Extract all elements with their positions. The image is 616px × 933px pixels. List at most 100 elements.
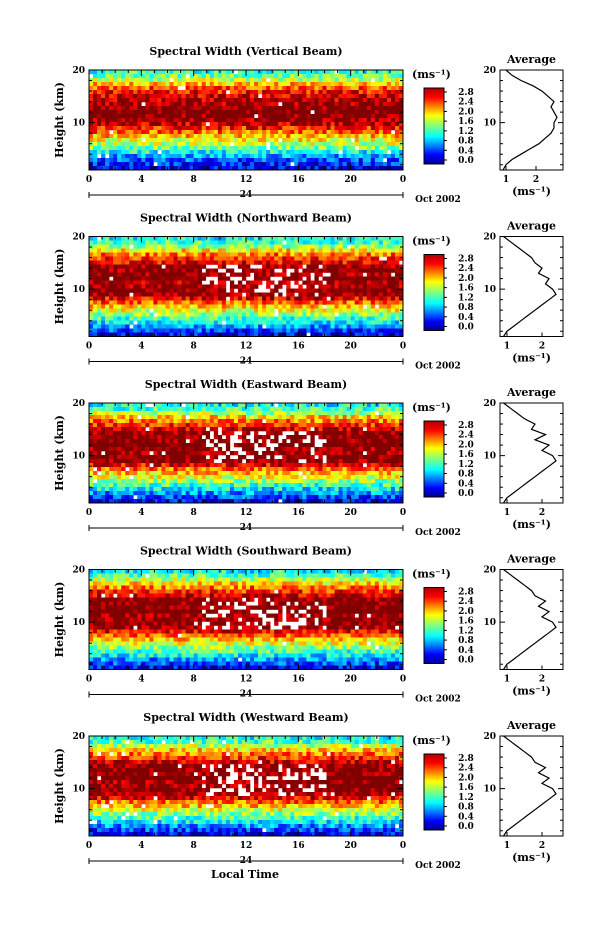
heatmap-cell	[186, 78, 190, 82]
heatmap-cell	[327, 321, 331, 325]
heatmap-cell	[314, 102, 318, 106]
heatmap-cell	[214, 273, 218, 277]
heatmap-cell	[258, 269, 262, 273]
heatmap-cell	[157, 142, 161, 146]
heatmap-cell	[351, 118, 355, 122]
heatmap-cell	[153, 126, 157, 130]
heatmap-cell	[302, 321, 306, 325]
heatmap-cell	[371, 261, 375, 265]
heatmap-cell	[298, 313, 302, 317]
heatmap-cell	[339, 158, 343, 162]
heatmap-cell	[202, 439, 206, 443]
heatmap-cell	[198, 90, 202, 94]
heatmap-cell	[109, 98, 113, 102]
heatmap-cell	[379, 289, 383, 293]
heatmap-cell	[141, 325, 145, 329]
heatmap-cell	[314, 78, 318, 82]
heatmap-cell	[149, 154, 153, 158]
heatmap-cell	[222, 439, 226, 443]
heatmap-cell	[222, 451, 226, 455]
heatmap-cell	[318, 102, 322, 106]
heatmap-cell	[367, 114, 371, 118]
heatmap-cell	[318, 407, 322, 411]
heatmap-cell	[214, 150, 218, 154]
heatmap-cell	[89, 301, 93, 305]
heatmap-cell	[367, 309, 371, 313]
heatmap-cell	[290, 146, 294, 150]
heatmap-cell	[218, 245, 222, 249]
colorbar-tick-label: 2.0	[458, 274, 474, 284]
heatmap-cell	[298, 443, 302, 447]
x-tick-label: 20	[344, 342, 357, 352]
heatmap-cell	[262, 273, 266, 277]
heatmap-cell	[222, 253, 226, 257]
heatmap-cell	[250, 126, 254, 130]
heatmap-cell	[202, 126, 206, 130]
heatmap-cell	[250, 447, 254, 451]
heatmap-cell	[314, 447, 318, 451]
heatmap-cell	[254, 301, 258, 305]
heatmap-cell	[335, 78, 339, 82]
heatmap-cell	[153, 281, 157, 285]
heatmap-cell	[214, 90, 218, 94]
heatmap-cell	[109, 102, 113, 106]
heatmap-cell	[270, 146, 274, 150]
heatmap-cell	[391, 309, 395, 313]
heatmap-cell	[383, 245, 387, 249]
heatmap-cell	[222, 241, 226, 245]
heatmap-cell	[226, 313, 230, 317]
heatmap-cell	[371, 130, 375, 134]
heatmap-cell	[387, 110, 391, 114]
heatmap-cell	[302, 94, 306, 98]
heatmap-cell	[355, 313, 359, 317]
heatmap-cell	[242, 158, 246, 162]
heatmap-cell	[137, 86, 141, 90]
heatmap-cell	[278, 419, 282, 423]
heatmap-cell	[182, 241, 186, 245]
heatmap-cell	[153, 443, 157, 447]
heatmap-cell	[363, 329, 367, 333]
heatmap-cell	[89, 415, 93, 419]
heatmap-cell	[343, 293, 347, 297]
heatmap-cell	[170, 253, 174, 257]
heatmap-cell	[186, 241, 190, 245]
heatmap-cell	[113, 265, 117, 269]
heatmap-cell	[363, 281, 367, 285]
heatmap-cell	[206, 269, 210, 273]
heatmap-cell	[379, 78, 383, 82]
heatmap-cell	[367, 142, 371, 146]
heatmap-cell	[250, 106, 254, 110]
heatmap-cell	[93, 98, 97, 102]
heatmap-cell	[298, 118, 302, 122]
heatmap-cell	[347, 419, 351, 423]
heatmap-cell	[133, 265, 137, 269]
heatmap-cell	[149, 130, 153, 134]
heatmap-cell	[250, 134, 254, 138]
heatmap-cell	[290, 249, 294, 253]
heatmap-cell	[218, 90, 222, 94]
heatmap-cell	[230, 94, 234, 98]
heatmap-cell	[117, 293, 121, 297]
heatmap-cell	[347, 134, 351, 138]
heatmap-cell	[310, 118, 314, 122]
heatmap-cell	[258, 122, 262, 126]
heatmap-cell	[286, 423, 290, 427]
heatmap-cell	[274, 273, 278, 277]
heatmap-cell	[198, 78, 202, 82]
heatmap-cell	[121, 134, 125, 138]
heatmap-cell	[379, 411, 383, 415]
heatmap-cell	[194, 443, 198, 447]
heatmap-cell	[335, 325, 339, 329]
heatmap-cell	[383, 74, 387, 78]
heatmap-cell	[178, 321, 182, 325]
heatmap-cell	[395, 273, 399, 277]
heatmap-cell	[379, 317, 383, 321]
heatmap-cell	[182, 261, 186, 265]
heatmap-cell	[198, 273, 202, 277]
heatmap-cell	[202, 146, 206, 150]
heatmap-cell	[355, 273, 359, 277]
height-axis-label: Height (km)	[53, 249, 66, 325]
heatmap-cell	[294, 86, 298, 90]
heatmap-cell	[339, 90, 343, 94]
heatmap-cell	[89, 162, 93, 166]
